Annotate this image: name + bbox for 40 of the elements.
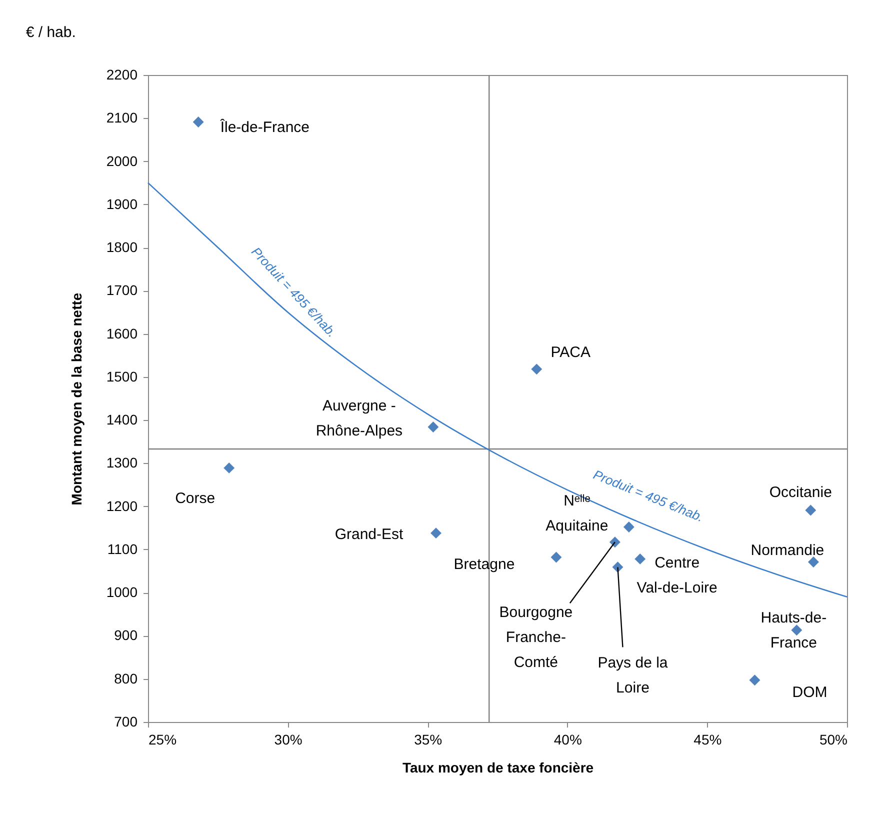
y-tick-label: 1800 [106,239,138,256]
annotation: Occitanie [769,484,832,502]
annotation: Bretagne [454,556,515,574]
y-tick-label: 1100 [107,540,138,557]
annotation: Bourgogne Franche- Comté [499,604,573,672]
x-tick-label: 40% [554,732,582,748]
annotation: Normandie [750,542,824,559]
annotation: PACA [550,344,591,362]
y-tick-label: 1900 [106,196,138,212]
y-tick-label: 1700 [106,282,138,298]
y-tick-label: 1300 [106,454,138,471]
annotation: Auvergne - Rhône-Alpes [316,397,403,440]
y-tick-label: 800 [114,670,138,686]
x-tick-label: 45% [694,732,722,748]
annotation: Nᵉˡˡᵉ Aquitaine [546,492,608,535]
y-tick-label: 900 [114,627,138,644]
y-axis-title: Montant moyen de la base nette [68,292,84,506]
annotation: Île-de-France [219,118,310,136]
annotation: Pays de la Loire [598,654,668,697]
x-axis-title: Taux moyen de taxe foncière [402,760,594,776]
x-tick-label: 30% [274,732,302,748]
y-tick-label: 1600 [106,325,138,342]
y-tick-label: 2100 [106,110,138,126]
x-tick-label: 25% [148,732,177,748]
y-tick-label: 1200 [106,498,138,514]
annotation: Hauts-de- France [760,610,827,652]
y-tick-label: 1400 [106,412,138,428]
annotation: Grand-Est [334,526,404,544]
y-tick-label: 1000 [106,584,138,600]
x-tick-label: 50% [819,732,848,748]
chart-subtitle: € / hab. [26,24,76,41]
y-tick-label: 2200 [106,66,138,82]
line-series [147,182,848,598]
annotation: DOM [792,684,828,702]
y-tick-label: 1500 [106,368,138,384]
annotation: Corse [175,490,216,507]
y-tick-label: 700 [114,714,138,730]
x-tick-label: 35% [414,732,442,748]
annotation: Centre Val-de-Loire [636,554,718,596]
y-tick-label: 2000 [106,152,138,169]
